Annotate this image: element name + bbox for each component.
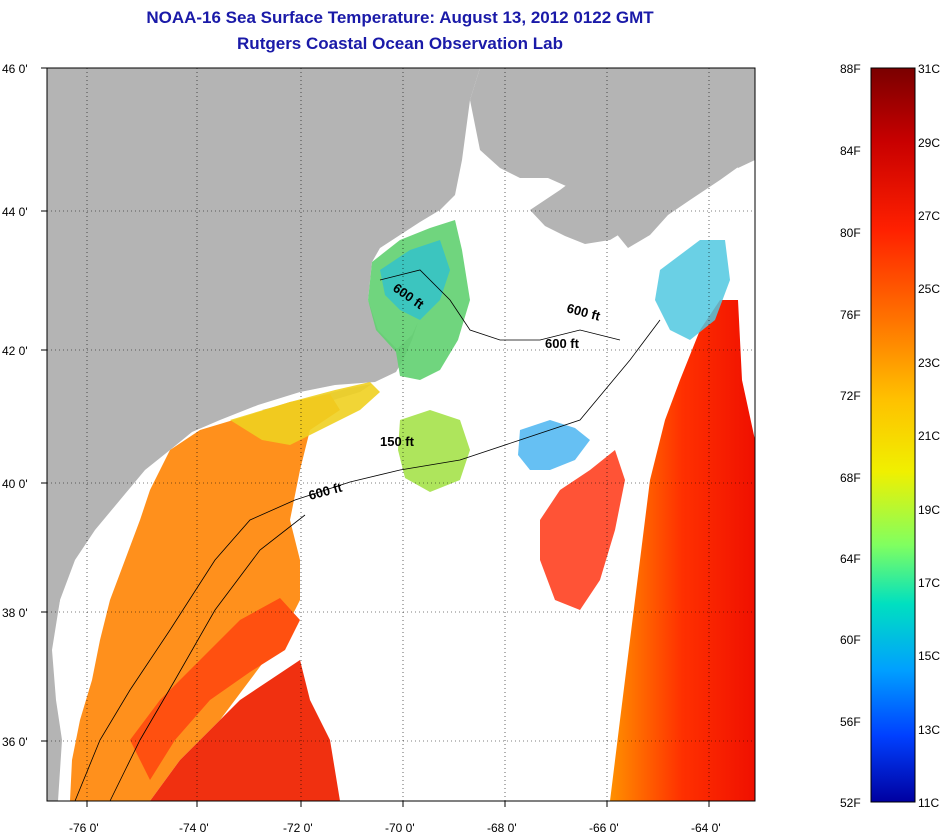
map-title: NOAA-16 Sea Surface Temperature: August … [146,8,654,27]
lat-tick-label: 42 0' [2,344,28,358]
lat-tick-label: 38 0' [2,606,28,620]
lat-tick-label: 46 0' [2,62,28,76]
lon-tick-label: -66 0' [589,821,619,835]
colorbar-c-label: 25C [918,282,940,296]
colorbar-f-label: 56F [840,715,861,729]
contour-label: 600 ft [545,336,580,351]
lon-tick-label: -70 0' [385,821,415,835]
lon-tick-label: -72 0' [283,821,313,835]
colorbar-c-label: 27C [918,209,940,223]
bathymetry-contours [74,269,661,802]
lat-tick-label: 40 0' [2,477,28,491]
land-mid-atlantic [47,560,62,801]
sst-gulfstream-edge [130,598,300,780]
colorbar-c-label: 21C [918,429,940,443]
axis-ticks [41,67,710,807]
lon-tick-label: -68 0' [487,821,517,835]
lon-tick-label: -76 0' [69,821,99,835]
colorbar-c-label: 19C [918,503,940,517]
land-us-coast [47,68,480,700]
sst-warm-ring [540,450,625,610]
sst-gulf-of-maine-cyan [380,240,450,320]
colorbar-c-label: 23C [918,356,940,370]
lat-tick-label: 44 0' [2,205,28,219]
colorbar-f-label: 68F [840,471,861,485]
colorbar-f-label: 60F [840,633,861,647]
land-cape-breton [720,88,755,168]
colorbar-c-label: 17C [918,576,940,590]
colorbar-c-label: 31C [918,62,940,76]
lon-tick-label: -74 0' [179,821,209,835]
sst-offshore-east [610,300,755,801]
sst-shelf-warm [70,394,340,801]
map-subtitle: Rutgers Coastal Ocean Observation Lab [237,34,563,53]
sst-georges-bank [398,410,470,492]
sst-shelf-yellow [230,382,380,445]
colorbar-c-label: 13C [918,723,940,737]
colorbar-f-label: 88F [840,62,861,76]
colorbar-f-label: 76F [840,308,861,322]
sst-gulfstream-south [150,660,340,801]
colorbar-f-label: 84F [840,144,861,158]
land-nova-scotia [530,108,740,244]
colorbar-f-label: 72F [840,389,861,403]
colorbar-f-label: 52F [840,796,861,810]
lon-tick-label: -64 0' [691,821,721,835]
land-cape-cod [380,322,418,372]
sst-cool-filament [518,420,590,470]
colorbar-f-label: 80F [840,226,861,240]
colorbar-f-label: 64F [840,552,861,566]
colorbar-c-label: 11C [918,796,939,810]
colorbar [870,67,916,803]
contour-label: 150 ft [380,434,415,449]
sst-offshore-cool [655,240,730,340]
lat-tick-label: 36 0' [2,735,28,749]
map-frame [46,67,756,802]
colorbar-c-label: 15C [918,649,940,663]
colorbar-c-label: 29C [918,136,940,150]
